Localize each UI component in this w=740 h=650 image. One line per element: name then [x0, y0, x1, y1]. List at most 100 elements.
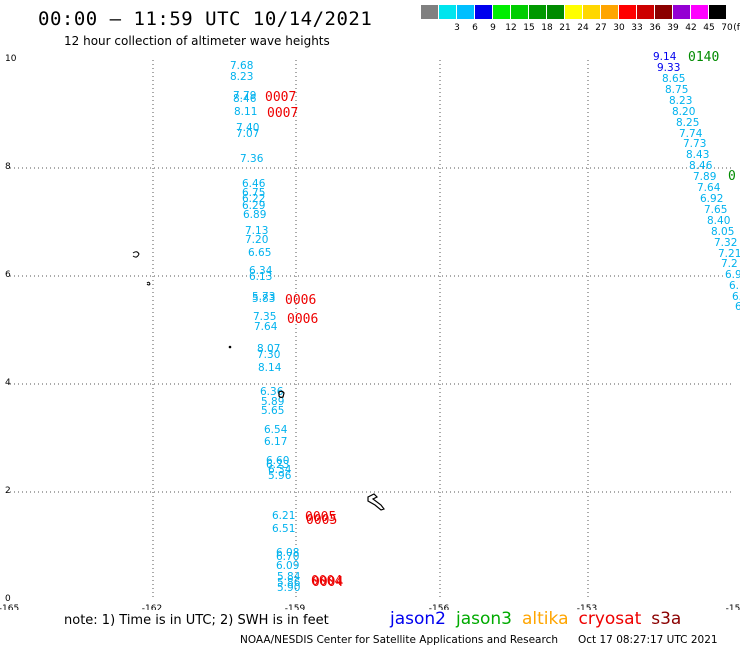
swh-label: 7.13	[245, 225, 268, 237]
scale-label: 42	[685, 23, 697, 33]
scale-swatch	[673, 5, 690, 19]
swh-label: 6.34	[268, 464, 292, 476]
longitude-tick-label: -153	[577, 604, 597, 610]
swh-label: 5.89	[261, 396, 284, 408]
scale-label: 3	[454, 23, 460, 33]
satellite-jason2: jason2	[390, 609, 446, 629]
swh-label: 7.65	[704, 204, 727, 216]
latitude-tick-label: 2	[5, 486, 11, 496]
swh-label: 8.14	[258, 362, 282, 374]
time-label: 0	[728, 169, 736, 184]
swh-label: 8.46	[233, 93, 257, 105]
longitude-tick-label: -162	[142, 604, 162, 610]
swh-label: 5.83	[252, 293, 275, 305]
scale-swatch	[475, 5, 492, 19]
longitude-tick-label: -159	[285, 604, 306, 610]
swh-label: 7.89	[693, 171, 716, 183]
scale-label: 70	[721, 23, 733, 33]
swh-label: 7.32	[714, 237, 737, 249]
swh-label: 8.07	[257, 343, 280, 355]
swh-label: 8.25	[676, 117, 699, 129]
time-label: 0007	[267, 106, 298, 121]
time-label: 0005	[306, 513, 337, 528]
latitude-tick-label: 4	[5, 378, 11, 388]
time-label: 0140	[688, 50, 719, 65]
swh-label: 5.84	[277, 571, 301, 583]
swh-label: 6.46	[242, 178, 266, 190]
scale-label: 15	[523, 23, 535, 33]
satellite-jason3: jason3	[456, 609, 512, 629]
swh-label: 6.89	[243, 209, 266, 221]
swh-label: 7.40	[236, 122, 259, 134]
scale-label: 24	[577, 23, 589, 33]
latitude-tick-label: 10	[5, 54, 17, 64]
swh-label: 6.13	[249, 271, 272, 283]
scale-swatch	[619, 5, 636, 19]
map-title: 00:00 – 11:59 UTC 10/14/2021	[38, 8, 373, 30]
scale-swatch	[439, 5, 456, 19]
scale-swatch	[601, 5, 618, 19]
island-coastline	[367, 493, 385, 511]
swh-label: 6.09	[276, 560, 299, 572]
time-label: 0006	[285, 293, 316, 308]
island-coastline	[228, 345, 232, 349]
scale-swatch	[511, 5, 528, 19]
time-label: 0006	[287, 312, 318, 327]
time-label: 0007	[265, 90, 296, 105]
wave-height-map: -165 -162 -159 -156 -153 -1502468107.688.237.…	[0, 50, 740, 610]
swh-label: 6.17	[264, 436, 287, 448]
scale-label: 9	[490, 23, 496, 33]
swh-label: 7.36	[240, 153, 264, 165]
swh-label: 6.23	[266, 459, 289, 471]
latitude-tick-label: 6	[5, 270, 11, 280]
swh-label: 6.	[732, 291, 740, 303]
swh-label: 8.43	[686, 149, 709, 161]
island-coastline	[278, 390, 285, 398]
footer: NOAA/NESDIS Center for Satellite Applica…	[240, 634, 738, 646]
swh-label: 7.35	[253, 311, 276, 323]
swh-label: 6.	[729, 280, 739, 292]
scale-swatch	[547, 5, 564, 19]
swh-label: 6.29	[242, 200, 265, 212]
swh-label: 6.75	[242, 187, 265, 199]
swh-label: 5.86	[277, 577, 301, 589]
swh-label: 6.9	[725, 269, 740, 281]
swh-label: 7.21	[718, 248, 740, 260]
longitude-tick-label: -156	[429, 604, 450, 610]
island-coastline	[146, 281, 151, 286]
map-subtitle: 12 hour collection of altimeter wave hei…	[64, 34, 330, 48]
swh-label: 6.70	[276, 551, 299, 563]
swh-label: 5.65	[261, 405, 284, 417]
swh-label: 7.07	[236, 128, 259, 140]
satellite-s3a: s3a	[651, 609, 682, 629]
swh-label: 7.64	[254, 321, 278, 333]
latitude-tick-label: 0	[5, 594, 11, 604]
swh-label: 5.73	[252, 291, 275, 303]
swh-label: 8.75	[665, 84, 688, 96]
swh-label: 6.92	[700, 193, 723, 205]
satellite-legend: jason2 jason3 altika cryosat s3a	[390, 609, 691, 629]
footer-org: NOAA/NESDIS Center for Satellite Applica…	[240, 634, 558, 646]
swh-label: 6.21	[272, 510, 295, 522]
scale-label: 30	[613, 23, 625, 33]
island-coastline	[132, 251, 140, 258]
swh-label: 8.11	[234, 106, 257, 118]
scale-unit: (ft)	[733, 23, 740, 33]
swh-label: 6.54	[264, 424, 288, 436]
scale-swatch	[583, 5, 600, 19]
scale-label: 39	[667, 23, 679, 33]
scale-swatch	[655, 5, 672, 19]
swh-label: 6.51	[272, 523, 295, 535]
scale-label: 45	[703, 23, 715, 33]
swh-label: 6.22	[242, 193, 265, 205]
swh-label: 8.46	[689, 160, 713, 172]
satellite-altika: altika	[522, 609, 569, 629]
swh-label: 8.20	[672, 106, 695, 118]
swh-label: 5.90	[277, 582, 300, 594]
swh-label: 7.68	[230, 60, 253, 72]
scale-label: 33	[631, 23, 643, 33]
swh-label: 6	[735, 301, 740, 313]
time-label: 0004	[311, 574, 342, 589]
scale-label: 21	[559, 23, 571, 33]
swh-label: 7.20	[245, 234, 268, 246]
